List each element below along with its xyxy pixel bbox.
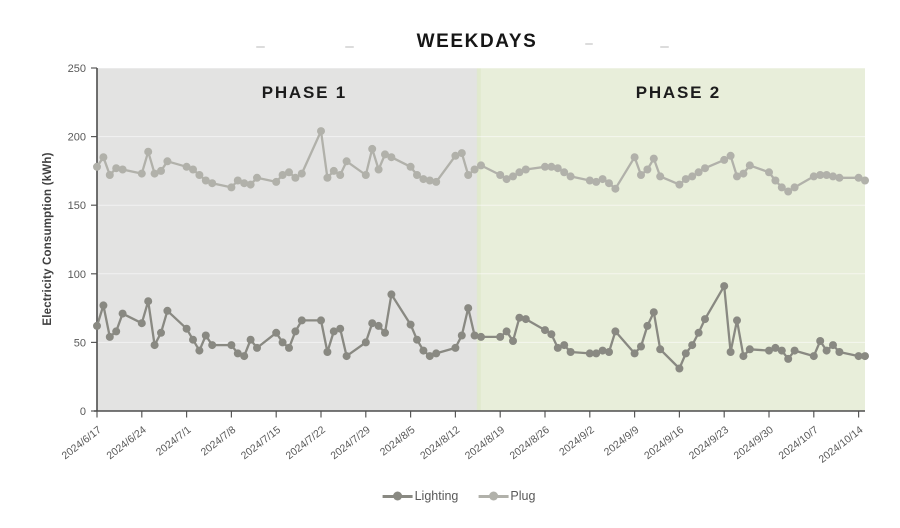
svg-text:2024/8/26: 2024/8/26 bbox=[508, 424, 552, 462]
svg-text:2024/8/19: 2024/8/19 bbox=[463, 424, 507, 462]
svg-text:2024/7/15: 2024/7/15 bbox=[239, 424, 283, 462]
svg-text:150: 150 bbox=[68, 200, 86, 212]
phase-2-region bbox=[477, 68, 865, 411]
svg-text:2024/10/7: 2024/10/7 bbox=[776, 424, 820, 462]
svg-text:200: 200 bbox=[68, 132, 86, 144]
svg-text:100: 100 bbox=[68, 269, 86, 281]
svg-text:2024/8/5: 2024/8/5 bbox=[378, 424, 418, 459]
svg-text:2024/9/30: 2024/9/30 bbox=[732, 424, 776, 462]
svg-text:2024/9/16: 2024/9/16 bbox=[642, 424, 686, 462]
legend-label: Lighting bbox=[414, 489, 459, 503]
plug-series bbox=[93, 127, 869, 196]
svg-text:2024/9/9: 2024/9/9 bbox=[602, 424, 642, 459]
svg-text:2024/9/23: 2024/9/23 bbox=[687, 424, 731, 462]
legend: Lighting Plug bbox=[382, 489, 535, 503]
faded-legend-mark bbox=[256, 46, 265, 48]
svg-text:2024/10/14: 2024/10/14 bbox=[817, 424, 866, 466]
svg-text:2024/7/29: 2024/7/29 bbox=[328, 424, 372, 462]
svg-text:2024/6/24: 2024/6/24 bbox=[104, 424, 148, 462]
svg-text:2024/7/1: 2024/7/1 bbox=[154, 424, 194, 459]
faded-legend-mark bbox=[660, 46, 669, 48]
faded-legend-mark bbox=[345, 46, 354, 48]
legend-marker-lighting bbox=[382, 491, 413, 501]
faded-legend-mark bbox=[585, 43, 593, 45]
legend-label: Plug bbox=[510, 489, 536, 503]
lighting-series bbox=[93, 282, 869, 373]
legend-marker-plug bbox=[478, 491, 509, 501]
chart-title: WEEKDAYS bbox=[416, 31, 538, 52]
svg-text:2024/6/17: 2024/6/17 bbox=[60, 424, 104, 462]
svg-text:2024/8/12: 2024/8/12 bbox=[418, 424, 462, 462]
svg-text:2024/9/2: 2024/9/2 bbox=[557, 424, 597, 459]
svg-text:2024/7/8: 2024/7/8 bbox=[199, 424, 239, 459]
svg-text:2024/7/22: 2024/7/22 bbox=[284, 424, 328, 462]
phase-2-label: PHASE 2 bbox=[635, 83, 722, 102]
svg-text:0: 0 bbox=[80, 406, 86, 418]
svg-text:250: 250 bbox=[68, 63, 86, 75]
legend-item-plug[interactable]: Plug bbox=[478, 489, 535, 503]
phase-1-label: PHASE 1 bbox=[261, 83, 348, 102]
phase-1-region bbox=[97, 68, 478, 411]
svg-text:50: 50 bbox=[74, 337, 86, 349]
legend-item-lighting[interactable]: Lighting bbox=[382, 489, 459, 503]
